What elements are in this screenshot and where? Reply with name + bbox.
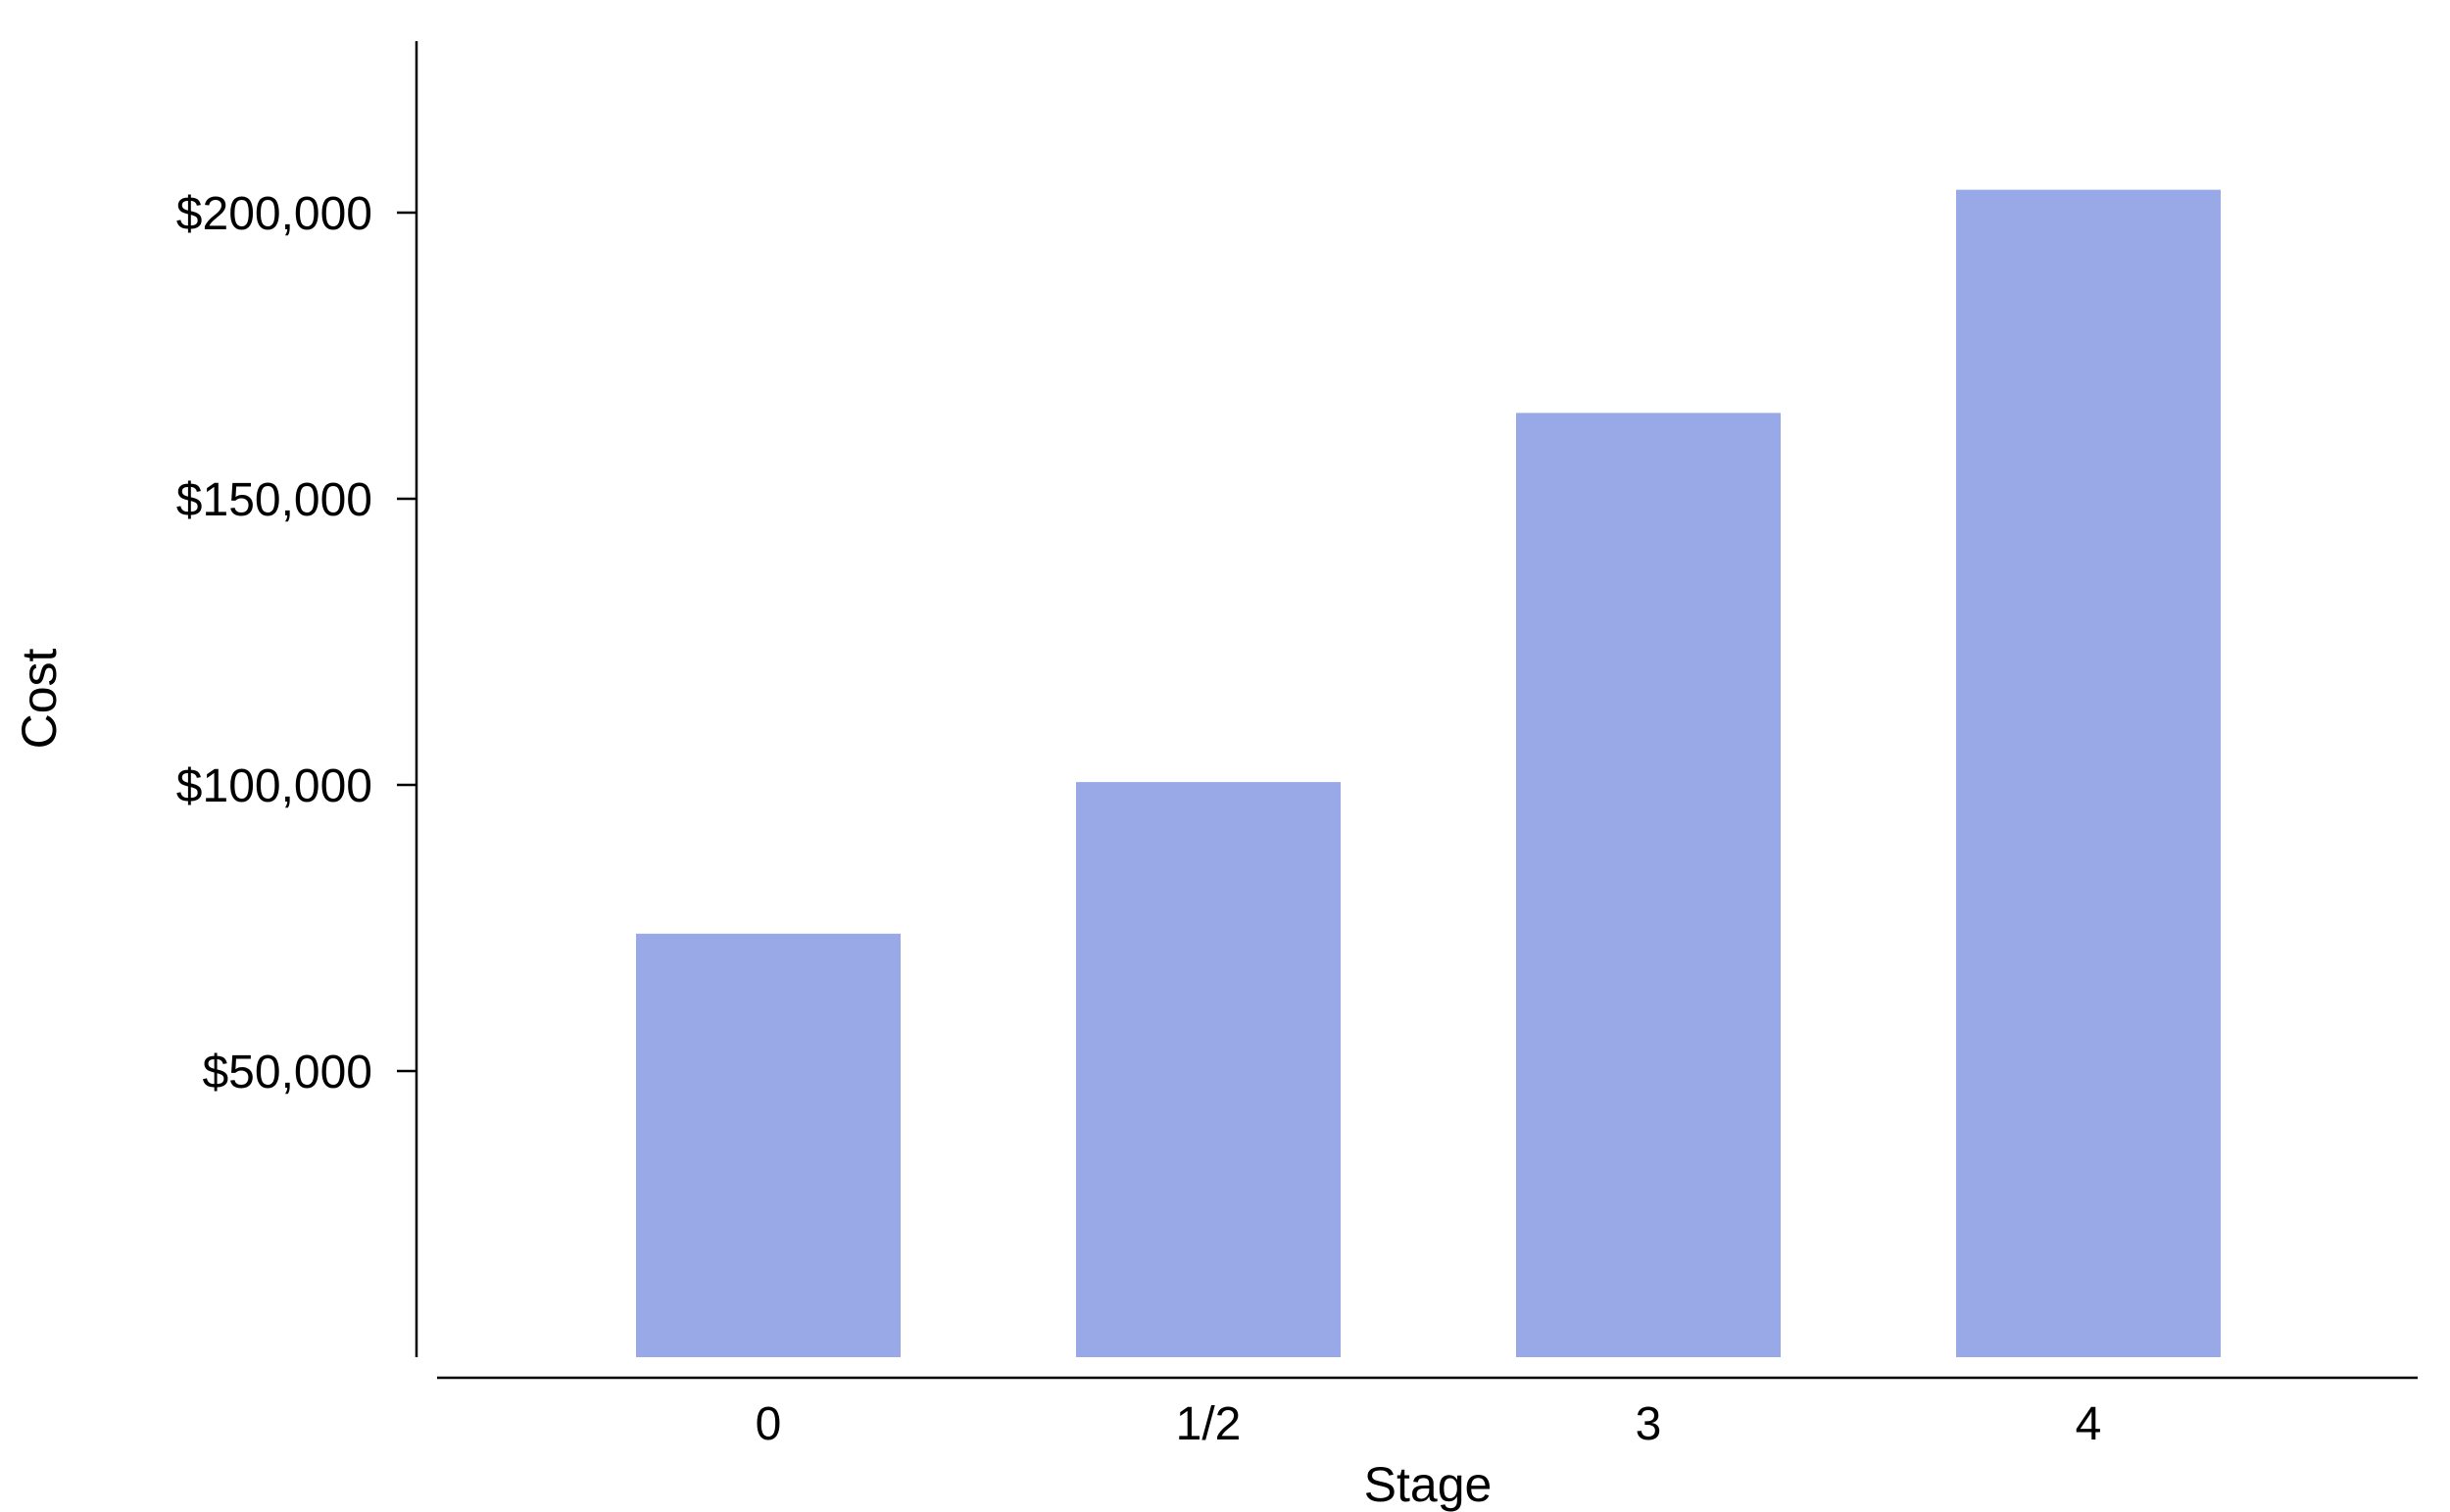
y-axis: $50,000 $100,000 $150,000 $200,000 xyxy=(176,41,418,1357)
y-tick-label: $150,000 xyxy=(176,474,372,526)
x-axis: 0 1/2 3 4 xyxy=(437,1376,2418,1450)
y-tick-label: $100,000 xyxy=(176,760,372,812)
bar-stage-4 xyxy=(1956,189,2221,1357)
bar-stage-2 xyxy=(1076,782,1341,1357)
x-tick-label: 0 xyxy=(756,1398,782,1450)
bar-stage-1 xyxy=(636,933,901,1357)
x-axis-title: Stage xyxy=(1364,1457,1493,1512)
x-tick-label: 3 xyxy=(1636,1398,1662,1450)
x-tick-label: 4 xyxy=(2076,1398,2102,1450)
y-tick-label: $50,000 xyxy=(202,1047,372,1098)
x-tick-label: 1/2 xyxy=(1176,1398,1242,1450)
y-ticks: $50,000 $100,000 $150,000 $200,000 xyxy=(176,188,416,1098)
y-axis-title: Cost xyxy=(12,648,67,749)
y-tick-label: $200,000 xyxy=(176,188,372,240)
bars xyxy=(636,189,2221,1357)
x-ticks: 0 1/2 3 4 xyxy=(756,1398,2102,1450)
bar-stage-3 xyxy=(1516,413,1781,1357)
